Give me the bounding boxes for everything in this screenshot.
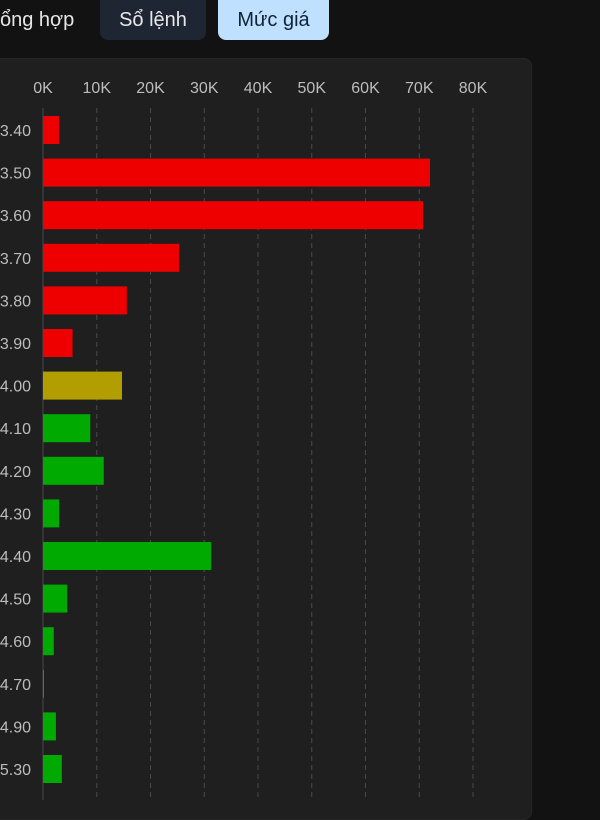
price-level-label: 4.40: [0, 549, 31, 566]
volume-bar-3-80[interactable]: [43, 286, 127, 315]
volume-bar-4-10[interactable]: [43, 414, 91, 443]
x-tick-label: 0K: [33, 80, 53, 97]
volume-bar-3-60[interactable]: [43, 201, 424, 230]
x-tick-label: 40K: [244, 80, 273, 97]
volume-bar-4-00[interactable]: [43, 371, 123, 400]
x-tick-label: 80K: [459, 80, 488, 97]
price-level-label: 4.90: [0, 719, 31, 736]
volume-bar-3-70[interactable]: [43, 243, 179, 272]
price-level-label: 5.30: [0, 762, 31, 779]
volume-bar-4-90[interactable]: [43, 712, 56, 741]
volume-bar-4-30[interactable]: [43, 499, 60, 528]
price-level-label: 4.30: [0, 506, 31, 523]
price-level-label: 4.50: [0, 592, 31, 609]
x-tick-label: 60K: [351, 80, 380, 97]
volume-bar-3-40[interactable]: [43, 116, 60, 144]
price-level-label: 3.50: [0, 166, 31, 183]
price-level-label: 3.60: [0, 208, 31, 225]
price-level-label: 4.20: [0, 464, 31, 481]
volume-bar-3-50[interactable]: [43, 158, 430, 187]
x-tick-label: 70K: [405, 80, 434, 97]
price-level-label: 4.00: [0, 379, 31, 396]
tab-bar: ổng hợp Sổ lệnh Mức giá: [0, 0, 600, 46]
price-level-label: 3.70: [0, 251, 31, 268]
x-tick-label: 20K: [136, 80, 165, 97]
volume-bar-4-70[interactable]: [43, 669, 44, 698]
volume-bar-4-60[interactable]: [43, 627, 54, 656]
price-level-label: 3.80: [0, 293, 31, 310]
volume-bar-3-90[interactable]: [43, 329, 73, 357]
x-tick-label: 30K: [190, 80, 219, 97]
price-level-label: 3.90: [0, 336, 31, 353]
price-level-label: 3.40: [0, 123, 31, 140]
volume-bar-4-40[interactable]: [43, 542, 212, 570]
tab-so-lenh[interactable]: Sổ lệnh: [100, 0, 206, 40]
x-tick-label: 10K: [83, 80, 112, 97]
volume-bar-5-30[interactable]: [43, 755, 62, 783]
volume-bar-4-20[interactable]: [43, 456, 104, 485]
x-tick-label: 50K: [298, 80, 327, 97]
tab-tong-hop[interactable]: ổng hợp: [0, 8, 75, 31]
price-level-label: 4.70: [0, 677, 31, 694]
price-level-label: 4.10: [0, 421, 31, 438]
price-level-bar-chart: 0K 10K 20K 30K 40K 50K 60K 70K 80K 3.40 3.50 3.60 3.…: [0, 80, 488, 800]
price-level-label: 4.60: [0, 634, 31, 651]
volume-bar-4-50[interactable]: [43, 584, 68, 613]
tab-muc-gia[interactable]: Mức giá: [218, 0, 329, 40]
